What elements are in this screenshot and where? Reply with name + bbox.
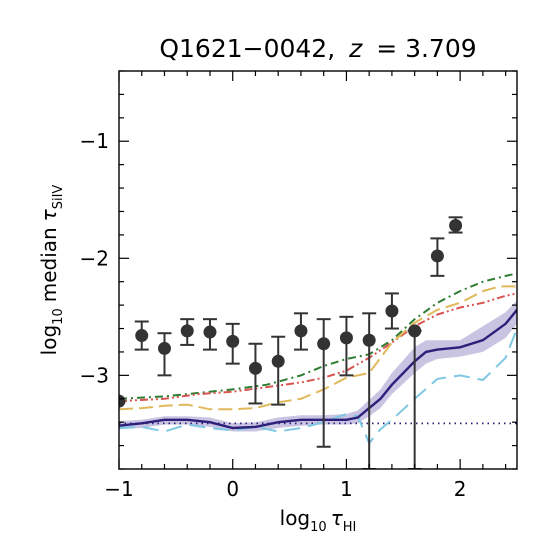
x-label-base: log bbox=[280, 506, 311, 530]
y-label-base: log bbox=[37, 325, 61, 356]
data-point bbox=[180, 318, 195, 346]
axes: −1 0 1 2 −3 −2 −1 bbox=[80, 70, 518, 501]
data-point bbox=[248, 342, 263, 405]
x-tick-label: −1 bbox=[104, 477, 133, 501]
title-equals: = 3.709 bbox=[376, 34, 476, 63]
data-marker bbox=[385, 304, 399, 318]
model-scatter-band bbox=[119, 300, 517, 432]
x-label-sub: HI bbox=[343, 520, 357, 535]
model-line-red bbox=[119, 292, 517, 403]
data-marker bbox=[157, 341, 171, 355]
data-point bbox=[384, 292, 399, 330]
data-point bbox=[271, 335, 286, 406]
y-tick-label: −2 bbox=[80, 246, 109, 270]
data-point bbox=[407, 324, 422, 469]
x-label-base-sub: 10 bbox=[310, 520, 327, 535]
data-point bbox=[316, 318, 331, 448]
plot-frame bbox=[118, 70, 518, 470]
data-marker bbox=[119, 394, 126, 408]
data-marker bbox=[135, 329, 149, 343]
model-line-green bbox=[119, 272, 517, 400]
x-tick-label: 1 bbox=[340, 477, 353, 501]
y-label-base-sub: 10 bbox=[51, 308, 66, 325]
data-marker bbox=[408, 324, 422, 338]
chart-title: Q1621−0042, z = 3.709 bbox=[159, 34, 476, 63]
data-point bbox=[225, 322, 240, 365]
data-point bbox=[134, 320, 149, 351]
y-tick-label: −1 bbox=[80, 129, 109, 153]
data-point bbox=[339, 315, 354, 377]
data-point bbox=[430, 237, 445, 277]
data-point bbox=[202, 318, 217, 351]
y-label-sym: τ bbox=[37, 208, 61, 221]
model-line-main bbox=[119, 309, 517, 430]
plot-area bbox=[119, 216, 517, 469]
data-marker bbox=[362, 333, 376, 347]
data-point bbox=[293, 312, 308, 351]
model-line-cyan bbox=[119, 328, 517, 446]
x-tick-label: 0 bbox=[226, 477, 239, 501]
data-marker bbox=[271, 354, 285, 368]
data-marker bbox=[180, 324, 194, 338]
data-point bbox=[362, 312, 377, 469]
x-tick-label: 2 bbox=[454, 477, 467, 501]
data-marker bbox=[248, 361, 262, 375]
y-tick-label: −3 bbox=[80, 363, 109, 387]
data-marker bbox=[226, 334, 240, 348]
data-marker bbox=[430, 249, 444, 263]
title-var: z bbox=[348, 34, 363, 63]
title-prefix: Q1621−0042, bbox=[159, 34, 335, 63]
data-point bbox=[157, 332, 172, 377]
data-marker bbox=[203, 325, 217, 339]
data-marker bbox=[294, 324, 308, 338]
x-axis-label: log10 τHI bbox=[280, 506, 357, 535]
data-point bbox=[119, 394, 126, 408]
y-label-word: median bbox=[37, 227, 61, 302]
data-marker bbox=[449, 219, 463, 233]
y-axis-label: log10 median τSiIV bbox=[37, 185, 66, 356]
y-label-sub: SiIV bbox=[51, 185, 66, 210]
data-marker bbox=[317, 337, 331, 351]
x-label-sym: τ bbox=[331, 506, 344, 530]
data-point bbox=[448, 216, 463, 234]
data-marker bbox=[339, 331, 353, 345]
